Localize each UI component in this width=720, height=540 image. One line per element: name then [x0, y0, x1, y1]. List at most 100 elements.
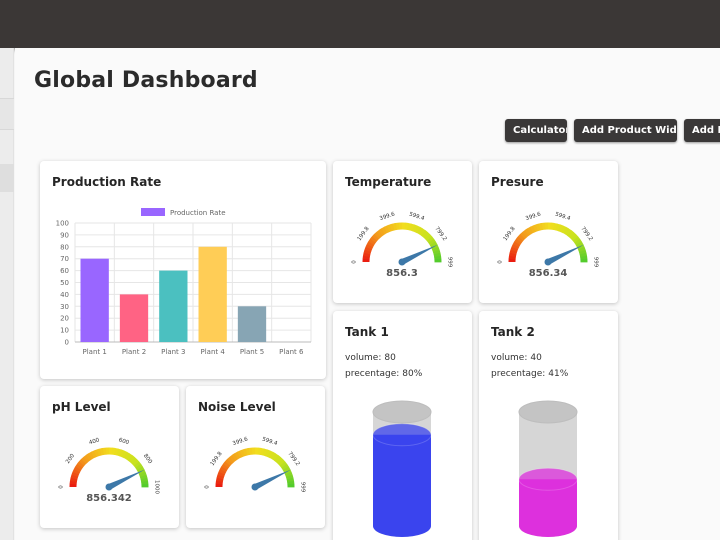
- tank2-volume: volume: 40: [491, 353, 542, 363]
- page-title: Global Dashboard: [34, 68, 258, 93]
- gauge-arc-segment: [71, 471, 80, 477]
- tank2-percentage-value: 41%: [548, 369, 569, 379]
- gauge-tick-label: 0: [205, 485, 211, 489]
- gauge-arc-segment: [560, 225, 567, 234]
- gauge-arc-segment: [362, 252, 371, 257]
- gauge-arc-segment: [99, 447, 105, 456]
- gauge-arc-segment: [131, 459, 140, 467]
- tank1-percentage: precentage: 80%: [345, 369, 422, 379]
- noise-level-card: Noise Level 0 199.8 399.6 599.4 799.2 999: [186, 386, 325, 528]
- y-tick-label: 60: [60, 267, 69, 275]
- gauge-arc-segment: [121, 450, 128, 459]
- tank1-volume: volume: 80: [345, 353, 396, 363]
- ph-level-gauge: 0 200 400 600 800 1000 856.342: [59, 437, 160, 504]
- presure-card: Presure 0 199.8 399.6 599.4 799.2 999 856.34: [479, 161, 618, 303]
- gauge-arc-segment: [570, 234, 579, 242]
- production-rate-chart: Production Rate1009080706050403020100Pla…: [56, 208, 312, 356]
- x-tick-label: Plant 1: [83, 348, 107, 356]
- gauge-arc-segment: [364, 246, 373, 252]
- gauge-tick-label: 200: [65, 453, 76, 465]
- gauge-arc-segment: [418, 228, 426, 236]
- sidebar: [0, 48, 14, 540]
- gauge-arc-segment: [281, 463, 289, 471]
- tank1-title: Tank 1: [345, 325, 389, 339]
- sidebar-item[interactable]: [0, 98, 14, 130]
- gauge-arc-segment: [511, 243, 520, 250]
- production-rate-card: Production Rate Production Rate 100 90 80 70…: [40, 161, 326, 379]
- production-rate-title: Production Rate: [52, 175, 162, 189]
- gauge-arc-segment: [139, 474, 148, 480]
- tank-top: [518, 400, 578, 424]
- gauge-needle-hub: [105, 483, 113, 491]
- add-device-button[interactable]: Add De: [684, 119, 720, 142]
- tank1-volume-label: volume:: [345, 353, 382, 363]
- gauge-needle: [400, 244, 439, 265]
- gauge-arc-segment: [569, 231, 577, 240]
- tank-liquid-surface: [518, 467, 578, 491]
- gauge-arc-segment: [524, 228, 532, 236]
- gauge-arc-segment: [227, 456, 235, 465]
- tank1-percentage-value: 80%: [402, 369, 423, 379]
- gauge-tick-label: 799.2: [286, 451, 300, 467]
- gauge-arc-segment: [423, 231, 431, 240]
- y-tick-label: 80: [60, 243, 69, 251]
- gauge-arc-segment: [374, 231, 382, 240]
- gauge-arc-segment: [416, 226, 423, 235]
- gauge-arc-segment: [514, 238, 522, 246]
- gauge-arc-segment: [72, 468, 81, 475]
- gauge-arc-segment: [88, 451, 95, 460]
- gauge-tick-label: 599.4: [554, 212, 571, 223]
- calculator-button[interactable]: Calculator: [505, 119, 567, 142]
- gauge-tick-label: 0: [352, 260, 358, 264]
- gauge-needle: [253, 469, 292, 490]
- gauge-arc-segment: [128, 455, 135, 463]
- bar: [119, 294, 149, 342]
- gauge-arc-segment: [509, 249, 518, 255]
- y-tick-label: 20: [60, 315, 69, 323]
- gauge-arc-segment: [285, 474, 294, 480]
- gauge-arc-segment: [386, 224, 393, 232]
- gauge-arc-segment: [538, 222, 544, 231]
- gauge-tick-label: 399.6: [232, 436, 249, 447]
- gauge-arc-segment: [510, 246, 519, 252]
- gauge-tick-label: 399.6: [525, 211, 542, 222]
- gauge-arc-segment: [365, 243, 374, 250]
- tank2-card: Tank 2 volume: 40 precentage: 41%: [479, 311, 618, 540]
- gauge-arc-segment: [428, 238, 436, 246]
- gauge-value: 856.34: [529, 268, 568, 279]
- gauge-arc-segment: [530, 225, 536, 234]
- gauge-arc-segment: [219, 466, 228, 473]
- gauge-arc-segment: [414, 225, 421, 234]
- gauge-arc-segment: [81, 456, 89, 465]
- tank-liquid-surface: [372, 423, 432, 447]
- tank1-cylinder: [372, 400, 432, 537]
- gauge-arc-segment: [516, 236, 524, 243]
- add-product-widget-button[interactable]: Add Product Widget: [574, 119, 677, 142]
- gauge-arc-segment: [69, 477, 78, 482]
- gauge-tick-label: 999: [593, 257, 599, 268]
- gauge-tick-label: 400: [88, 437, 100, 446]
- y-tick-label: 100: [56, 220, 69, 228]
- sidebar-item[interactable]: [0, 164, 14, 192]
- ph-level-card: pH Level 0 200 400 600 800 1000 856.342: [40, 386, 179, 528]
- gauge-arc-segment: [572, 236, 581, 244]
- noise-level-title: Noise Level: [198, 400, 276, 414]
- gauge-arc-segment: [83, 454, 91, 463]
- gauge-arc-segment: [520, 231, 528, 240]
- gauge-arc-segment: [381, 226, 388, 235]
- gauge-arc-segment: [433, 252, 442, 258]
- gauge-arc-segment: [77, 461, 85, 468]
- x-tick-label: Plant 6: [279, 348, 304, 356]
- gauge-arc-segment: [274, 455, 281, 463]
- gauge-arc-segment: [562, 226, 569, 235]
- gauge-arc-segment: [532, 224, 539, 232]
- gauge-arc-segment: [78, 458, 87, 466]
- gauge-arc-segment: [231, 453, 239, 461]
- gauge-arc-segment: [575, 241, 584, 248]
- gauge-arc-segment: [116, 448, 122, 457]
- gauge-arc-segment: [368, 238, 376, 246]
- gauge-arc-segment: [265, 449, 271, 458]
- bar: [237, 306, 267, 342]
- gauge-arc-segment: [412, 224, 418, 233]
- gauge-tick-label: 999: [447, 257, 453, 268]
